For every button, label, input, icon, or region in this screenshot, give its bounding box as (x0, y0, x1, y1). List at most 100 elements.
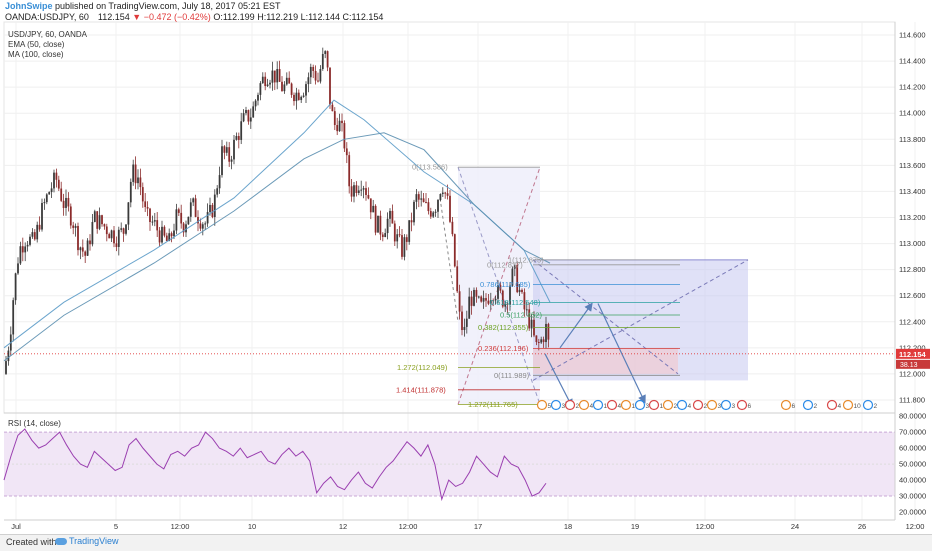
candle-body (132, 164, 135, 182)
legend-ma[interactable]: MA (100, close) (8, 50, 64, 59)
event-bubble (592, 399, 604, 411)
candle-body (38, 224, 41, 230)
candle-body (206, 212, 209, 224)
event-marker: 6 (780, 399, 796, 411)
candle-body (117, 229, 120, 247)
candle-body (482, 298, 485, 302)
rsi-tick-label: 50.0000 (899, 460, 926, 469)
legend-ema[interactable]: EMA (50, close) (8, 40, 65, 49)
candle-body (297, 92, 300, 100)
candle-body (398, 234, 401, 236)
event-bubble (692, 399, 704, 411)
candle-body (463, 326, 466, 331)
event-bubble (634, 399, 646, 411)
event-count: 3 (718, 403, 722, 410)
candle-body (367, 194, 370, 199)
event-bubble (862, 399, 874, 411)
candle-body (211, 204, 214, 218)
event-marker: 1 (648, 399, 664, 411)
candle-body (343, 123, 346, 149)
candle-body (185, 224, 187, 233)
candle-body (41, 202, 43, 230)
created-with-label: Created with (6, 537, 57, 547)
candle-body (321, 53, 324, 69)
event-marker: 2 (862, 399, 878, 411)
candle-body (523, 292, 526, 310)
candle-body (504, 303, 507, 307)
candle-body (230, 159, 233, 162)
tradingview-logo[interactable]: TradingView (55, 536, 119, 546)
candle-body (341, 120, 343, 124)
projection-diagonal (532, 259, 749, 381)
price-tick-label: 114.400 (899, 57, 926, 66)
legend-rsi[interactable]: RSI (14, close) (8, 419, 61, 428)
candle-body (401, 235, 403, 257)
moving-average-lines (3, 99, 551, 362)
candle-body (125, 224, 127, 234)
event-count: 1 (660, 403, 664, 410)
candle-body (281, 81, 283, 92)
high-value: H:112.219 (257, 12, 299, 22)
candle-body (228, 147, 231, 162)
candle-body (497, 285, 499, 299)
event-count: 2 (674, 403, 678, 410)
projection-arrow-up (559, 302, 593, 349)
candle-body (453, 234, 456, 267)
candle-body (257, 94, 259, 101)
candle-body (45, 194, 48, 203)
candle-body (60, 188, 63, 201)
candle-body (144, 201, 147, 208)
change-value: −0.472 (−0.42%) (143, 12, 211, 22)
candle-body (115, 243, 118, 247)
candle-body (465, 318, 468, 327)
candle-body (209, 204, 211, 213)
candle-body (182, 223, 185, 233)
candle-body (242, 113, 245, 122)
candle-body (324, 51, 327, 54)
event-count: 4 (590, 403, 594, 410)
candle-body (432, 212, 435, 217)
candle-body (146, 207, 149, 209)
candle-body (134, 164, 137, 184)
time-tick-label: 24 (791, 522, 799, 531)
price-tick-label: 112.600 (899, 291, 926, 300)
event-count: 2 (576, 403, 580, 410)
publish-header: JohnSwipe published on TradingView.com, … (5, 1, 281, 12)
candle-body (96, 211, 99, 229)
fib-level-label: 1.272(112.049) (397, 363, 448, 372)
drawing-tools (439, 167, 749, 408)
candle-body (403, 237, 406, 257)
fib-level-label: 1.414(111.878) (396, 385, 446, 394)
event-marker: 4 (826, 399, 842, 411)
fib-level-label: 0.382(112.355) (478, 323, 529, 332)
event-count: 2 (814, 403, 818, 410)
candle-body (415, 194, 418, 202)
event-bubble (826, 399, 838, 411)
candle-body (165, 235, 168, 241)
candle-body (29, 236, 31, 245)
rsi-tick-label: 80.0000 (899, 412, 926, 421)
candle-body (285, 77, 288, 85)
candle-body (127, 202, 130, 225)
event-marker: 4 (578, 399, 594, 411)
rsi-line (3, 428, 547, 502)
author-link[interactable]: JohnSwipe (5, 1, 53, 11)
price-tick-label: 114.600 (899, 31, 926, 40)
candle-body (223, 146, 226, 153)
current-price-label: 112.154 (899, 350, 927, 359)
candle-body (451, 221, 454, 235)
candle-body (218, 175, 221, 189)
candle-body (168, 233, 171, 241)
candle-body (300, 96, 303, 100)
fib-level-label: 0(112.837) (487, 260, 523, 269)
legend-title[interactable]: USD/JPY, 60, OANDA (8, 30, 87, 39)
price-tick-label: 112.400 (899, 317, 926, 326)
price-tick-label: 112.200 (899, 343, 926, 352)
candle-body (477, 296, 480, 298)
event-count: 10 (854, 403, 862, 410)
candle-body (24, 246, 27, 253)
brand-name: TradingView (69, 536, 119, 546)
candle-body (65, 197, 67, 208)
candle-body (530, 319, 533, 329)
candle-body (429, 211, 432, 217)
